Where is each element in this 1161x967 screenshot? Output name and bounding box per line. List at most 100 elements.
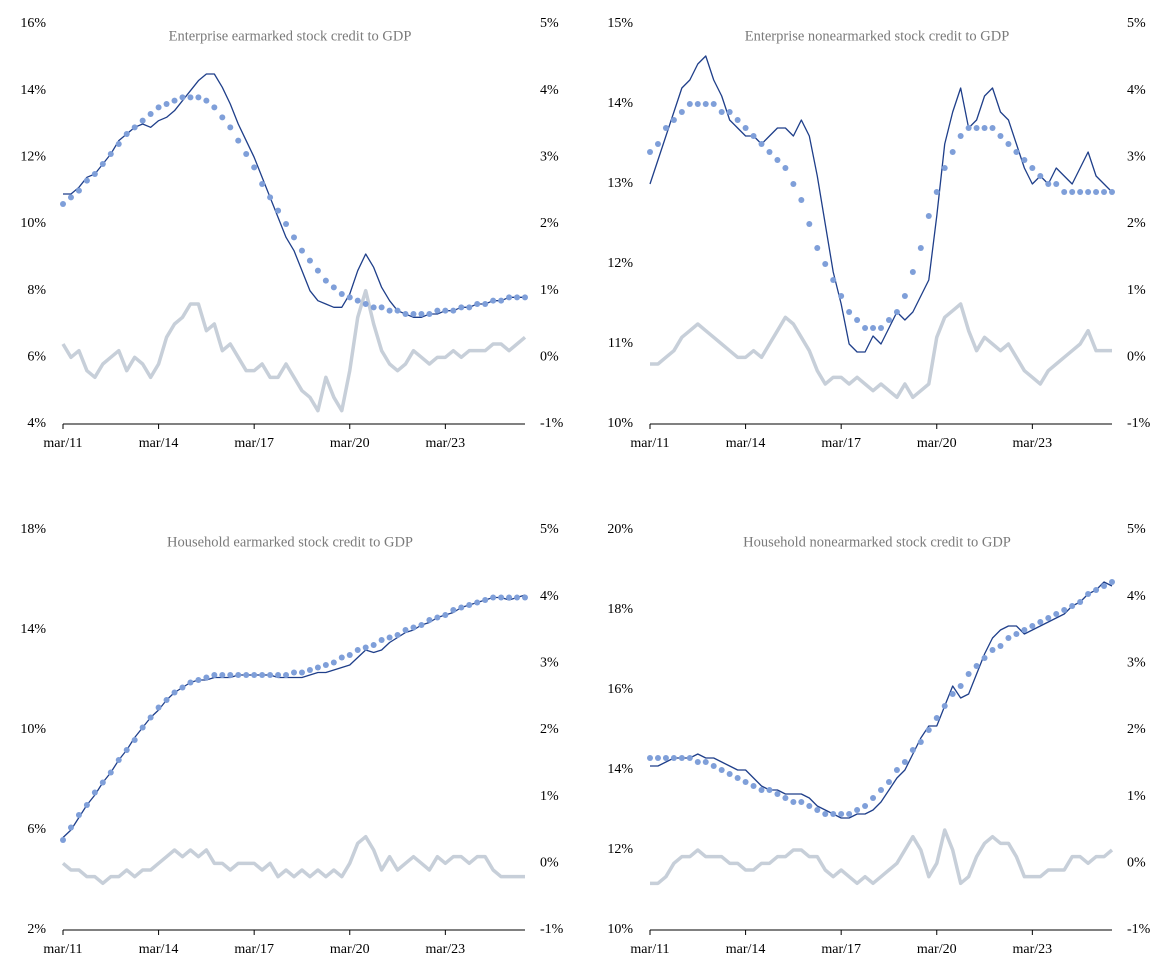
trend-dot — [750, 133, 757, 139]
y2-tick-label: 2% — [1127, 216, 1146, 231]
trend-dot — [654, 755, 661, 761]
trend-dot — [965, 125, 972, 131]
trend-dot — [734, 775, 741, 781]
trend-dot — [989, 125, 996, 131]
trend-dot — [1101, 189, 1108, 195]
y-tick-label: 14% — [607, 762, 633, 777]
trend-dot — [766, 787, 773, 793]
trend-dot — [450, 607, 457, 613]
y2-tick-label: 1% — [1127, 283, 1146, 298]
trend-dot — [997, 643, 1004, 649]
series-line — [650, 302, 1112, 400]
y2-tick-label: -1% — [540, 922, 564, 937]
trend-dot — [115, 141, 122, 147]
trend-dot — [314, 664, 321, 671]
trend-dot — [925, 213, 932, 219]
trend-dot — [1021, 157, 1028, 163]
trend-dot — [909, 269, 916, 275]
trend-dot — [123, 131, 130, 137]
trend-dot — [195, 94, 202, 101]
trend-dot — [854, 317, 861, 323]
trend-dot — [522, 594, 528, 601]
trend-dot — [179, 684, 186, 691]
trend-dot — [123, 747, 130, 753]
trend-dot — [163, 697, 170, 703]
trend-dot — [298, 247, 305, 254]
y-tick-label: 14% — [20, 622, 46, 637]
x-tick-label: mar/20 — [917, 436, 957, 451]
trend-dot — [306, 257, 313, 264]
trend-dot — [314, 267, 321, 274]
panel: Enterprise earmarked stock credit to GDP… — [20, 16, 563, 451]
trend-dot — [458, 604, 465, 611]
y-tick-label: 10% — [607, 416, 633, 431]
trend-dot — [99, 161, 106, 167]
trend-dot — [1093, 189, 1100, 195]
trend-dot — [885, 779, 892, 785]
trend-dot — [1037, 173, 1044, 179]
trend-dot — [410, 624, 417, 631]
trend-dot — [474, 301, 481, 307]
trend-dot — [885, 317, 892, 323]
trend-dot — [498, 594, 505, 601]
trend-dot — [710, 763, 717, 769]
trend-dot — [83, 177, 90, 184]
trend-dot — [211, 104, 218, 111]
trend-dot — [418, 311, 425, 317]
chart-title: Household earmarked stock credit to GDP — [167, 534, 413, 550]
trend-dot — [482, 597, 489, 603]
trend-dot — [686, 101, 693, 107]
x-tick-label: mar/17 — [234, 942, 274, 957]
panel: Enterprise nonearmarked stock credit to … — [607, 16, 1150, 451]
trend-dot — [259, 181, 266, 187]
x-tick-label: mar/20 — [917, 942, 957, 957]
trend-dot — [830, 277, 837, 283]
trend-dot — [798, 197, 805, 203]
trend-dot — [418, 622, 425, 628]
trend-dot — [291, 669, 297, 676]
trend-dot — [346, 652, 353, 658]
trend-dot — [386, 634, 393, 641]
trend-dot — [267, 672, 274, 678]
trend-dot — [466, 602, 473, 608]
y2-tick-label: 2% — [540, 216, 559, 231]
y-tick-label: 6% — [27, 822, 46, 837]
trend-dot — [758, 787, 765, 793]
x-tick-label: mar/14 — [726, 942, 766, 957]
y-tick-label: 20% — [607, 522, 633, 537]
trend-dot — [702, 759, 709, 765]
trend-dot — [758, 141, 765, 147]
trend-dot — [878, 787, 884, 793]
trend-dot — [235, 672, 242, 678]
trend-dot — [466, 304, 473, 311]
trend-dot — [822, 261, 829, 267]
trend-dot — [147, 111, 154, 117]
trend-dot — [115, 757, 122, 763]
trend-dot — [678, 755, 685, 761]
trend-dot — [917, 245, 924, 251]
trend-dot — [195, 677, 202, 683]
trend-dot — [155, 104, 162, 111]
trend-dot — [1013, 149, 1020, 155]
y2-tick-label: 4% — [1127, 83, 1146, 98]
series-line — [649, 55, 1113, 353]
trend-dot — [251, 672, 258, 678]
trend-dot — [498, 297, 505, 304]
trend-dot — [386, 307, 393, 314]
trend-dot — [251, 164, 258, 171]
trend-dot — [1029, 165, 1036, 171]
y2-tick-label: 3% — [1127, 656, 1146, 671]
trend-dot — [91, 789, 98, 796]
trend-dot — [750, 783, 757, 789]
trend-dot — [710, 101, 717, 107]
trend-dot — [989, 647, 996, 653]
trend-dot — [933, 715, 940, 721]
trend-dot — [354, 647, 361, 653]
x-tick-label: mar/14 — [726, 436, 766, 451]
trend-dot — [965, 671, 972, 677]
trend-dot — [139, 724, 146, 731]
trend-dot — [482, 301, 489, 307]
trend-dot — [662, 755, 669, 761]
y-tick-label: 13% — [607, 176, 633, 191]
y-tick-label: 15% — [607, 16, 633, 31]
